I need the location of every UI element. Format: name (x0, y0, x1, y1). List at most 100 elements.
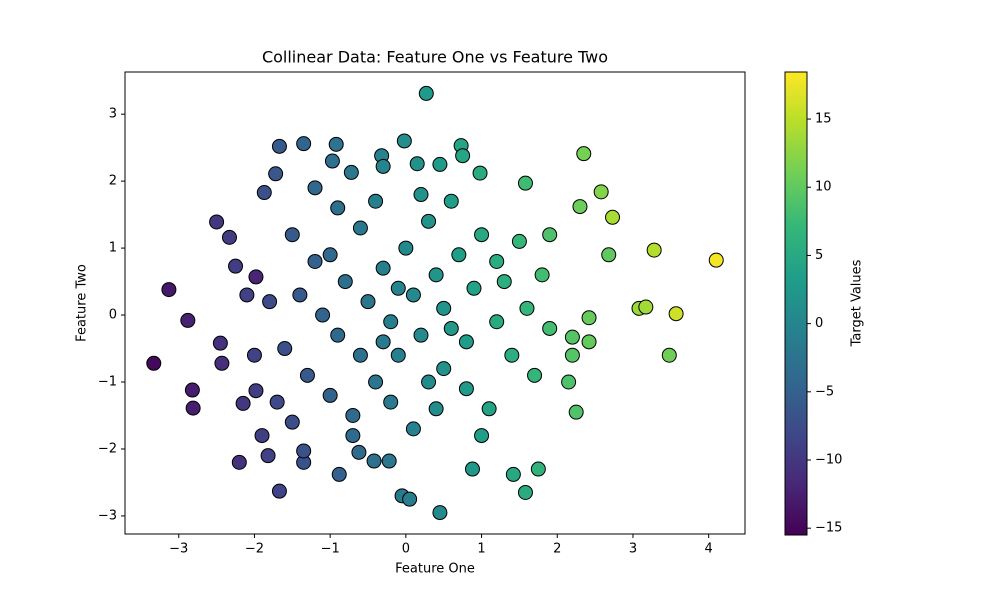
y-tick-label: 3 (109, 107, 117, 122)
scatter-point (661, 347, 677, 363)
scatter-point (405, 421, 421, 437)
scatter-point (572, 199, 588, 215)
scatter-point (221, 229, 237, 245)
scatter-point (209, 214, 225, 230)
scatter-point (184, 382, 200, 398)
scatter-point (458, 334, 474, 350)
scatter-point (307, 180, 323, 196)
scatter-point (668, 306, 684, 322)
scatter-point (375, 260, 391, 276)
y-tick-label: 0 (109, 308, 117, 323)
scatter-point (402, 491, 418, 507)
scatter-point (455, 148, 471, 164)
x-tick-label: −2 (245, 542, 264, 557)
x-tick-label: 3 (629, 542, 637, 557)
scatter-point (375, 334, 391, 350)
scatter-point (568, 404, 584, 420)
scatter-point (352, 347, 368, 363)
scatter-point (489, 253, 505, 269)
scatter-point (418, 85, 434, 101)
scatter-point (638, 299, 654, 315)
scatter-point (601, 247, 617, 263)
scatter-point (260, 448, 276, 464)
scatter-point (458, 381, 474, 397)
scatter-point (489, 314, 505, 330)
chart-title: Collinear Data: Feature One vs Feature T… (262, 48, 608, 67)
scatter-point (269, 394, 285, 410)
scatter-point (517, 484, 533, 500)
scatter-point (708, 252, 724, 268)
scatter-point (337, 274, 353, 290)
scatter-point (246, 347, 262, 363)
scatter-point (296, 443, 312, 459)
scatter-point (564, 329, 580, 345)
scatter-point (396, 133, 412, 149)
scatter-point (231, 454, 247, 470)
scatter-point (505, 466, 521, 482)
scatter-point (413, 327, 429, 343)
colorbar-tick-label: −15 (815, 521, 842, 536)
scatter-point (421, 213, 437, 229)
scatter-point (383, 314, 399, 330)
scatter-point (409, 156, 425, 172)
scatter-point (436, 300, 452, 316)
scatter-point (530, 461, 546, 477)
scatter-point (381, 453, 397, 469)
scatter-point (368, 374, 384, 390)
plot-frame (124, 71, 746, 535)
colorbar-tick-label: 5 (815, 248, 823, 263)
scatter-point (324, 153, 340, 169)
scatter-point (330, 327, 346, 343)
colorbar-label: Target Values (850, 259, 865, 347)
scatter-point (576, 146, 592, 162)
y-tick-label: 1 (109, 241, 117, 256)
scatter-point (451, 247, 467, 263)
scatter-point (519, 300, 535, 316)
scatter-point (185, 400, 201, 416)
scatter-point (296, 136, 312, 152)
x-tick-label: −1 (321, 542, 340, 557)
scatter-point (581, 334, 597, 350)
x-axis-label: Feature One (395, 562, 475, 577)
scatter-point (405, 287, 421, 303)
scatter-point (360, 294, 376, 310)
scatter-point (161, 282, 177, 298)
scatter-point (284, 227, 300, 243)
scatter-point (254, 428, 270, 444)
scatter-point (474, 428, 490, 444)
scatter-point (248, 269, 264, 285)
scatter-point (248, 383, 264, 399)
x-tick-label: 0 (402, 542, 410, 557)
scatter-point (351, 444, 367, 460)
scatter-point (534, 267, 550, 283)
scatter-point (146, 355, 162, 371)
scatter-point (328, 136, 344, 152)
scatter-point (443, 320, 459, 336)
scatter-point (517, 175, 533, 191)
scatter-point (214, 355, 230, 371)
scatter-point (504, 347, 520, 363)
scatter-point (345, 428, 361, 444)
scatter-point (383, 394, 399, 410)
scatter-point (271, 483, 287, 499)
scatter-point (343, 164, 359, 180)
y-tick-label: −1 (98, 375, 117, 390)
colorbar-tick-label: 10 (815, 180, 832, 195)
x-tick-label: −3 (169, 542, 188, 557)
scatter-point (428, 401, 444, 417)
colorbar-tick-label: −10 (815, 452, 842, 467)
scatter-point (428, 267, 444, 283)
scatter-point (593, 184, 609, 200)
scatter-point (421, 374, 437, 390)
scatter-point (542, 320, 558, 336)
scatter-point (413, 187, 429, 203)
scatter-point (496, 274, 512, 290)
scatter-point (432, 505, 448, 521)
scatter-point (322, 247, 338, 263)
scatter-point (256, 185, 272, 201)
scatter-point (564, 347, 580, 363)
scatter-point (605, 209, 621, 225)
scatter-point (315, 307, 331, 323)
